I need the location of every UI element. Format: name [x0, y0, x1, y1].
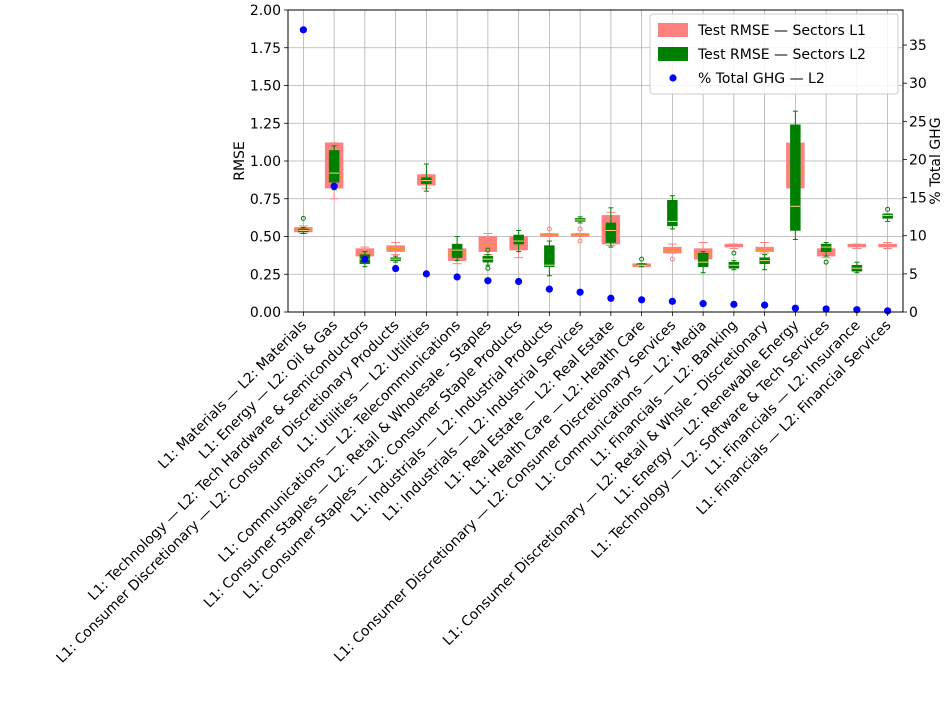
ghg-point	[515, 277, 523, 286]
y2-tick-label: 10	[909, 229, 927, 245]
box-iqr	[882, 213, 893, 219]
ghg-point	[761, 301, 769, 309]
ghg-point	[576, 288, 584, 296]
box-l2	[790, 110, 801, 241]
box-l1	[570, 226, 590, 244]
ghg-point	[299, 26, 307, 34]
flier-point	[885, 206, 891, 212]
legend-swatch	[658, 47, 688, 61]
ghg-point	[484, 277, 492, 285]
ghg-point	[361, 255, 369, 263]
legend-swatch	[658, 23, 688, 37]
ghg-point	[330, 182, 338, 190]
box-l1	[755, 242, 774, 254]
y-tick-label: 0.25	[250, 267, 281, 283]
ghg-points	[299, 26, 892, 315]
y2-tick-label: 5	[909, 267, 918, 283]
legend-label: Test RMSE — Sectors L2	[697, 47, 866, 63]
y2-tick-label: 0	[909, 305, 918, 321]
flier-point	[546, 226, 552, 232]
legend-box	[649, 13, 899, 95]
y2-tick-label: 30	[909, 76, 927, 92]
box-l2	[421, 163, 432, 192]
box-l2	[574, 216, 586, 224]
flier-point	[823, 259, 829, 265]
y-tick-label: 1.25	[250, 116, 281, 132]
box-plots	[294, 110, 897, 277]
y-tick-label: 0.75	[250, 192, 281, 208]
ghg-point	[822, 305, 830, 313]
box-l2	[605, 207, 617, 248]
ghg-point	[607, 294, 615, 302]
legend-label: Test RMSE — Sectors L1	[697, 23, 866, 39]
y2-tick-label: 15	[909, 191, 927, 207]
box-l2	[728, 250, 740, 271]
legend-marker	[669, 74, 677, 82]
box-l2	[882, 206, 893, 222]
box-l2	[697, 251, 709, 274]
box-l2	[390, 255, 401, 263]
y2-tick-label: 35	[909, 38, 927, 54]
plot-frame	[287, 9, 904, 313]
flier-point	[577, 238, 583, 244]
box-l2	[513, 229, 524, 253]
box-l2	[451, 236, 463, 262]
ghg-point	[422, 270, 430, 278]
legend: Test RMSE — Sectors L1 Test RMSE — Sector…	[649, 13, 899, 95]
box-l2	[667, 195, 678, 230]
flier-point	[485, 265, 491, 271]
box-l2	[851, 261, 863, 274]
box-iqr	[328, 150, 340, 183]
y-axis-label: RMSE	[232, 141, 248, 181]
box-l1	[478, 232, 498, 256]
y-tick-label: 0.00	[250, 305, 281, 321]
y2-axis-label: % Total GHG	[928, 117, 944, 204]
box-l2	[636, 256, 647, 268]
y2-tick-label: 20	[909, 152, 927, 168]
box-iqr	[755, 246, 774, 252]
ghg-point	[453, 273, 461, 281]
flier-point	[577, 226, 583, 232]
legend-label: % Total GHG — L2	[698, 71, 825, 87]
flier-point	[300, 215, 306, 221]
y-tick-label: 1.50	[250, 79, 281, 95]
box-iqr	[790, 124, 801, 231]
flier-point	[639, 256, 645, 262]
box-iqr	[451, 243, 463, 258]
box-iqr	[544, 245, 555, 267]
box-l1	[386, 242, 405, 256]
y-tick-label: 0.50	[250, 230, 281, 246]
box-iqr	[513, 234, 524, 245]
axes: 0.00 0.25 0.50 0.75 1.00 1.25 1.50 1.75 2.00 0 5 10…	[53, 3, 926, 667]
ghg-point	[545, 285, 553, 293]
box-l1	[724, 243, 744, 250]
box-iqr	[605, 222, 617, 243]
ghg-point	[730, 300, 738, 308]
box-l2	[759, 254, 770, 271]
ghg-point	[791, 304, 799, 312]
box-l2	[820, 242, 832, 265]
y2-tick-label: 25	[909, 114, 927, 130]
y-tick-label: 2.00	[250, 3, 281, 19]
box-l1	[847, 243, 867, 250]
box-iqr	[667, 200, 678, 227]
flier-point	[485, 247, 491, 253]
ghg-point	[699, 300, 707, 308]
box-l1	[878, 242, 897, 250]
box-iqr	[820, 243, 832, 252]
y-tick-label: 1.00	[250, 154, 281, 170]
flier-point	[731, 250, 737, 256]
box-l1	[663, 243, 682, 262]
box-iqr	[697, 252, 709, 267]
box-l2	[482, 247, 494, 271]
box-l2	[298, 215, 309, 234]
ghg-point	[392, 264, 400, 273]
flier-point	[669, 256, 675, 262]
box-l2	[544, 240, 555, 277]
y-tick-label: 1.75	[250, 41, 281, 57]
ghg-point	[884, 307, 892, 315]
ghg-point	[638, 296, 646, 304]
ghg-point	[668, 297, 676, 305]
